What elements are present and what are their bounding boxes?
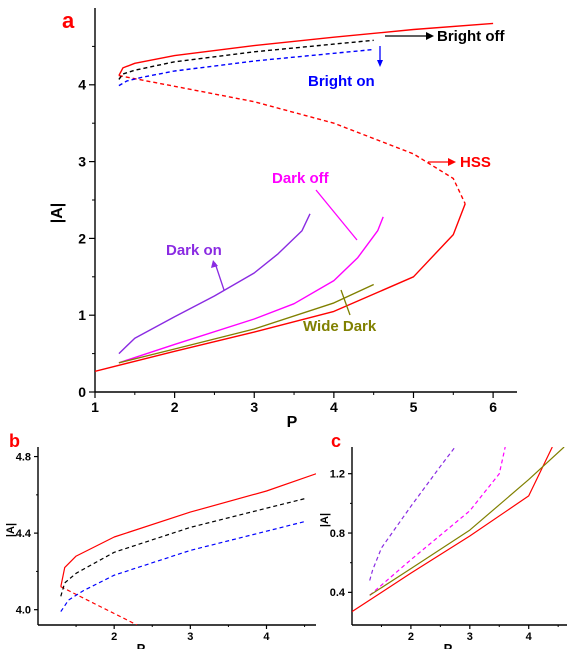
panel-a-x-tick-label: 6 [489, 399, 497, 415]
annotation-dark-off: Dark off [272, 170, 358, 241]
panel-c-x-tick-label: 4 [526, 631, 533, 643]
panel-a-x-tick-label: 5 [410, 399, 418, 415]
annotation-dark-on-label: Dark on [166, 242, 222, 259]
panel-b-letter: b [9, 431, 20, 451]
panel-c-series-dark-on [369, 447, 456, 581]
annotation-bright-on-label: Bright on [308, 73, 375, 90]
panel-a-x-tick-label: 2 [171, 399, 179, 415]
panel-b-x-label: P [137, 641, 146, 649]
panel-a-series-dark-on [118, 213, 311, 355]
panel-a-series-bright-off [118, 39, 374, 80]
panel-a-y-tick-label: 1 [78, 307, 86, 323]
annotation-wide-dark-label: Wide Dark [303, 318, 377, 335]
panel-b-y-tick-label: 4.4 [16, 528, 32, 540]
panel-a-letter: a [62, 8, 75, 33]
annotation-hss-label: HSS [460, 154, 491, 171]
panel-b-y-tick-label: 4.0 [16, 605, 31, 617]
panel-c-x-tick-label: 2 [408, 631, 414, 643]
panel-a-y-tick-label: 2 [78, 230, 86, 246]
panel-c-letter: c [331, 431, 341, 451]
annotation-bright-off-label: Bright off [437, 28, 505, 45]
panel-b: b 2 3 4 4.0 4.4 4.8 P |A| [5, 431, 316, 649]
annotation-bright-off: Bright off [385, 28, 505, 45]
panel-a-x-label: P [287, 414, 298, 431]
panel-c-axes: 2 3 4 0.4 0.8 1.2 [330, 447, 567, 643]
panel-a-series-hss-lower [95, 203, 466, 372]
annotation-dark-on: Dark on [166, 242, 225, 291]
panel-c-series [352, 447, 565, 613]
annotation-bright-on: Bright on [308, 46, 383, 90]
panel-c-y-label: |A| [319, 513, 331, 527]
panel-c-x-tick-label: 3 [467, 631, 473, 643]
panel-c-series-dark-off [369, 447, 506, 596]
panel-a-y-tick-label: 0 [78, 384, 86, 400]
panel-c-y-tick-label: 0.8 [330, 528, 345, 540]
annotation-dark-off-label: Dark off [272, 170, 330, 187]
panel-a-y-label: |A| [49, 203, 66, 224]
panel-c: c 2 3 4 0.4 0.8 1.2 P |A| [319, 431, 567, 649]
panel-b-y-label: |A| [5, 523, 17, 537]
panel-c-series-hss-lower [352, 447, 553, 613]
panel-a-series [95, 22, 494, 372]
panel-b-series [60, 473, 316, 625]
panel-b-x-tick-label: 4 [263, 631, 270, 643]
panel-a-y-tick-label: 4 [78, 77, 86, 93]
panel-a-series-bright-on [118, 48, 374, 87]
annotation-wide-dark: Wide Dark [303, 289, 377, 335]
panel-c-series-wide-dark [369, 447, 565, 596]
panel-b-series-bright-off [60, 498, 305, 597]
panel-c-y-tick-label: 0.4 [330, 587, 346, 599]
annotation-hss: HSS [428, 154, 491, 171]
panel-b-axes: 2 3 4 4.0 4.4 4.8 [16, 447, 316, 643]
panel-c-y-tick-label: 1.2 [330, 469, 345, 481]
panel-b-series-hss-middle [60, 586, 138, 625]
panel-a-series-dark-off [118, 216, 384, 364]
panel-a-series-hss-middle [118, 74, 466, 205]
panel-a-y-tick-label: 3 [78, 154, 86, 170]
panel-a-x-tick-label: 4 [330, 399, 338, 415]
panel-b-series-bright-on [60, 521, 305, 612]
panel-a-x-tick-label: 1 [91, 399, 99, 415]
panel-b-series-hss-upper [60, 473, 316, 587]
panel-a-x-tick-label: 3 [250, 399, 258, 415]
panel-c-x-label: P [444, 641, 453, 649]
panel-b-x-tick-label: 2 [111, 631, 117, 643]
panel-a-series-hss-upper [118, 22, 494, 76]
panel-a-series-wide-dark [118, 283, 374, 364]
panel-b-y-tick-label: 4.8 [16, 451, 31, 463]
panel-b-x-tick-label: 3 [187, 631, 193, 643]
